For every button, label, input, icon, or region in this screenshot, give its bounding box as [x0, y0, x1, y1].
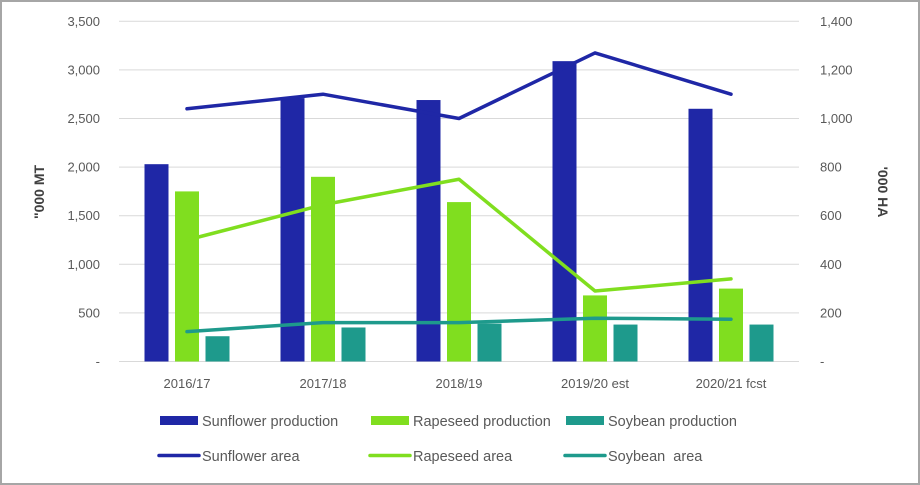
bar-sunflower-production: [416, 100, 441, 362]
right-tick-label: 1,000: [820, 111, 853, 126]
x-tick-label: 2017/18: [300, 376, 347, 391]
bar-sunflower-production: [280, 98, 305, 362]
legend-swatch-bar: [160, 416, 198, 425]
right-tick-label: 1,400: [820, 14, 853, 29]
bar-rapeseed-production: [175, 191, 199, 362]
bar-sunflower-production: [552, 61, 577, 362]
legend-item: Sunflower production: [160, 414, 338, 430]
right-tick-label: 200: [820, 305, 842, 320]
left-axis-ticks: - 500 1,000 1,500 2,000 2,500 3,000 3,500: [67, 14, 100, 369]
bar-soybean-production: [341, 327, 366, 362]
bar-rapeseed-production: [719, 288, 743, 362]
left-tick-label: -: [96, 354, 100, 369]
bar-sunflower-production: [688, 108, 713, 362]
left-tick-label: 3,000: [67, 62, 100, 77]
bar-soybean-production: [613, 324, 638, 362]
left-tick-label: 1,000: [67, 257, 100, 272]
line-rapeseed-area: [185, 177, 733, 293]
legend-label: Soybean production: [608, 414, 737, 430]
right-axis-title: '000 HA: [875, 167, 891, 218]
legend-item: Soybean production: [566, 414, 737, 430]
legend-label: Sunflower area: [202, 449, 300, 465]
right-tick-label: 400: [820, 257, 842, 272]
legend-label: Sunflower production: [202, 414, 338, 430]
right-tick-label: 800: [820, 160, 842, 175]
legend-item: Sunflower area: [157, 449, 300, 465]
bar-soybean-production: [477, 323, 502, 362]
bar-soybean-production: [205, 336, 230, 362]
left-tick-label: 2,500: [67, 111, 100, 126]
x-axis-ticks: 2016/17 2017/18 2018/19 2019/20 est 2020/21 …: [164, 376, 767, 391]
left-axis-title: "000 MT: [31, 165, 47, 220]
left-tick-label: 3,500: [67, 14, 100, 29]
right-tick-label: 600: [820, 208, 842, 223]
line-series: [185, 51, 733, 334]
right-tick-label: 1,200: [820, 62, 853, 77]
bar-rapeseed-production: [447, 202, 471, 362]
legend-swatch-bar: [566, 416, 604, 425]
legend-label: Soybean area: [608, 449, 703, 465]
right-axis-ticks: - 200 400 600 800 1,000 1,200 1,400: [820, 14, 853, 369]
left-tick-label: 1,500: [67, 208, 100, 223]
bar-sunflower-production: [144, 164, 169, 362]
line-soybean-area: [185, 316, 733, 334]
bar-soybean-production: [749, 324, 774, 362]
x-tick-label: 2016/17: [164, 376, 211, 391]
legend-item: Rapeseed production: [371, 414, 551, 430]
line-sunflower-area: [185, 51, 733, 121]
bar-series: [144, 61, 774, 362]
x-tick-label: 2019/20 est: [561, 376, 629, 391]
left-tick-label: 2,000: [67, 160, 100, 175]
legend-label: Rapeseed area: [413, 449, 513, 465]
x-tick-label: 2018/19: [436, 376, 483, 391]
legend: Sunflower production Rapeseed production S…: [157, 414, 737, 465]
legend-label: Rapeseed production: [413, 414, 551, 430]
legend-item: Soybean area: [563, 449, 703, 465]
right-tick-label: -: [820, 354, 824, 369]
left-tick-label: 500: [78, 305, 100, 320]
legend-item: Rapeseed area: [368, 449, 513, 465]
legend-swatch-bar: [371, 416, 409, 425]
x-tick-label: 2020/21 fcst: [696, 376, 767, 391]
bar-rapeseed-production: [583, 295, 607, 362]
